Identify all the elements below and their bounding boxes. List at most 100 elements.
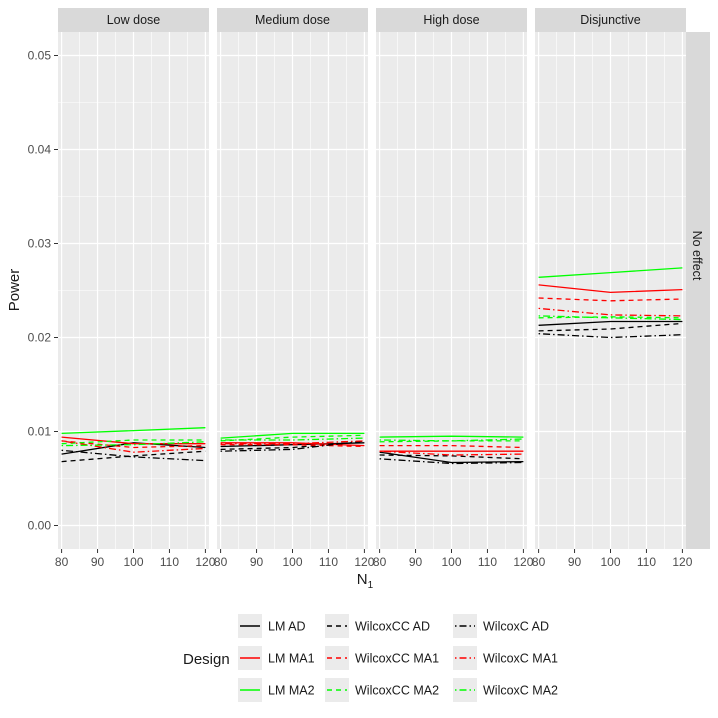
panel-strip-label: High dose <box>423 13 479 27</box>
series-line-wilcoxcc-ma2 <box>61 439 206 445</box>
row-strip: No effect <box>686 32 710 549</box>
x-tick-label: 110 <box>160 555 179 569</box>
series-line-wilcoxc-ad <box>379 458 524 465</box>
panel-strip <box>217 8 368 32</box>
series-line-wilcoxcc-ma1 <box>538 297 683 302</box>
y-tick-label: 0.03 <box>28 237 52 251</box>
x-tick-label: 100 <box>123 555 143 569</box>
x-tick-label: 80 <box>373 555 387 569</box>
series-line-wilcoxcc-ad <box>379 454 524 460</box>
x-axis-title-main: N <box>357 571 368 588</box>
series-line-wilcoxcc-ma1 <box>61 440 206 449</box>
series-line-lm-ma2 <box>61 427 206 435</box>
legend-item-wilcoxc-ma2: WilcoxC MA2 <box>453 678 558 702</box>
legend-label: LM MA2 <box>268 684 315 698</box>
y-tick-label: 0.02 <box>28 331 52 345</box>
x-tick-label: 110 <box>319 555 338 569</box>
series-line-lm-ma1 <box>61 436 206 445</box>
legend-label: WilcoxC MA2 <box>483 684 558 698</box>
legend: Design LM AD LM MA1 LM MA2 WilcoxCC AD Wilco… <box>183 614 558 702</box>
series-line-wilcoxcc-ad <box>61 450 206 463</box>
legend-item-lm-ma2: LM MA2 <box>238 678 315 702</box>
series-line-wilcoxc-ma1 <box>538 307 683 317</box>
panel-medium-dose: Medium dose <box>217 8 368 549</box>
row-strip-background <box>686 32 710 549</box>
series-line-wilcoxc-ma2 <box>379 438 524 442</box>
series-line-lm-ad <box>538 320 683 326</box>
x-tick-label: 90 <box>91 555 105 569</box>
y-tick-label: 0.00 <box>28 519 52 533</box>
series-line-wilcoxcc-ma1 <box>220 444 365 448</box>
legend-item-wilcoxcc-ad: WilcoxCC AD <box>325 614 430 638</box>
legend-item-wilcoxcc-ma2: WilcoxCC MA2 <box>325 678 439 702</box>
series-line-wilcoxcc-ma1 <box>379 444 524 449</box>
series-line-wilcoxcc-ad <box>220 441 365 451</box>
x-tick-label: 100 <box>441 555 461 569</box>
series-lines <box>220 432 365 452</box>
x-tick-label: 90 <box>409 555 423 569</box>
y-axis-title: Power <box>6 269 23 312</box>
x-tick-label: 110 <box>637 555 656 569</box>
legend-label: WilcoxC MA1 <box>483 652 558 666</box>
x-tick-label: 120 <box>354 555 374 569</box>
x-tick-label: 90 <box>568 555 582 569</box>
y-axis: 0.00 0.01 0.02 0.03 0.04 0.05 <box>28 49 58 533</box>
y-tick-label: 0.01 <box>28 425 52 439</box>
series-line-wilcoxcc-ma2 <box>538 316 683 319</box>
series-line-wilcoxc-ad <box>220 440 365 452</box>
x-axis-title: N1 <box>357 571 374 591</box>
series-lines <box>61 427 206 463</box>
series-line-lm-ma1 <box>220 442 365 447</box>
legend-label: WilcoxC AD <box>483 620 549 634</box>
series-line-wilcoxc-ma1 <box>220 440 365 445</box>
series-line-wilcoxc-ma2 <box>220 437 365 441</box>
panel-strip <box>376 8 527 32</box>
x-tick-label: 80 <box>532 555 546 569</box>
series-line-wilcoxc-ad <box>538 333 683 339</box>
legend-item-wilcoxcc-ma1: WilcoxCC MA1 <box>325 646 439 670</box>
x-tick-label: 80 <box>55 555 69 569</box>
legend-title: Design <box>183 651 230 668</box>
x-tick-label: 100 <box>600 555 620 569</box>
series-line-wilcoxc-ad <box>61 449 206 462</box>
panel-disjunctive: Disjunctive <box>535 8 686 549</box>
legend-item-wilcoxc-ad: WilcoxC AD <box>453 614 549 638</box>
x-tick-label: 110 <box>478 555 497 569</box>
series-lines <box>379 435 524 465</box>
panel-strip-label: Disjunctive <box>580 13 640 27</box>
panel-high-dose: High dose <box>376 8 527 549</box>
series-line-wilcoxcc-ad <box>538 322 683 332</box>
series-line-lm-ma2 <box>538 267 683 278</box>
series-line-wilcoxc-ma2 <box>538 315 683 321</box>
series-line-lm-ad <box>379 451 524 464</box>
y-tick-label: 0.04 <box>28 143 52 157</box>
series-line-wilcoxcc-ma2 <box>220 434 365 442</box>
y-tick-label: 0.05 <box>28 49 52 63</box>
series-line-wilcoxcc-ma2 <box>379 440 524 443</box>
x-tick-label: 100 <box>282 555 302 569</box>
x-tick-label: 120 <box>195 555 215 569</box>
series-line-wilcoxc-ma2 <box>61 441 206 447</box>
x-tick-label: 120 <box>672 555 692 569</box>
panel-strip <box>58 8 209 32</box>
legend-label: WilcoxCC MA1 <box>355 652 439 666</box>
legend-item-wilcoxc-ma1: WilcoxC MA1 <box>453 646 558 670</box>
series-line-lm-ma2 <box>379 435 524 438</box>
series-line-lm-ma2 <box>220 432 365 439</box>
panel-strip-label: Medium dose <box>255 13 330 27</box>
x-tick-label: 90 <box>250 555 264 569</box>
series-line-lm-ma1 <box>538 284 683 294</box>
x-axis-title-subscript: 1 <box>368 580 374 591</box>
legend-item-lm-ma1: LM MA1 <box>238 646 315 670</box>
series-lines <box>538 267 683 339</box>
series-line-wilcoxc-ma1 <box>379 450 524 456</box>
legend-item-lm-ad: LM AD <box>238 614 306 638</box>
x-tick-label: 120 <box>513 555 533 569</box>
legend-label: WilcoxCC MA2 <box>355 684 439 698</box>
panel-low-dose: Low dose <box>58 8 209 549</box>
panel-strip-label: Low dose <box>107 13 161 27</box>
legend-label: LM MA1 <box>268 652 315 666</box>
legend-label: LM AD <box>268 620 306 634</box>
